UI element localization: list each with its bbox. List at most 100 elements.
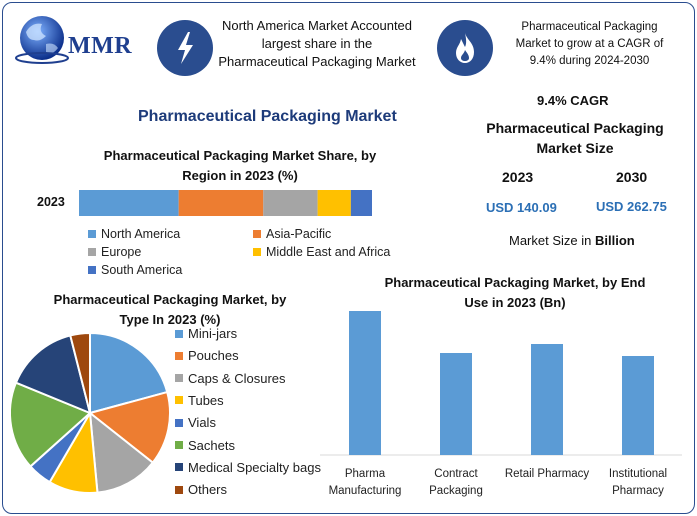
pie-slice bbox=[14, 334, 92, 415]
flame-icon bbox=[456, 33, 474, 63]
legend-swatch bbox=[175, 463, 183, 472]
legend-swatch bbox=[88, 230, 96, 238]
legend-swatch bbox=[88, 248, 96, 256]
legend-swatch bbox=[175, 329, 183, 338]
market-size-year-2023: 2023 bbox=[502, 169, 534, 185]
legend-label: Mini-jars bbox=[188, 326, 238, 341]
market-size-unit-prefix: Market Size in bbox=[509, 233, 595, 248]
region-legend-item: South America bbox=[88, 263, 182, 277]
region-chart-title-line: Region in 2023 (%) bbox=[182, 168, 298, 183]
x-tick-label: Contract bbox=[434, 468, 478, 480]
type-chart-title: Pharmaceutical Packaging Market, by Type… bbox=[10, 290, 330, 330]
brand-logo-text: MMR bbox=[68, 33, 133, 59]
market-size-year-2030: 2030 bbox=[616, 169, 648, 185]
legend-swatch bbox=[175, 418, 183, 427]
pie-slice bbox=[9, 381, 92, 468]
pie-slice bbox=[89, 331, 169, 415]
region-legend-item: Middle East and Africa bbox=[253, 245, 390, 259]
region-chart-category-label: 2023 bbox=[37, 195, 65, 209]
region-legend-item: Asia-Pacific bbox=[253, 227, 331, 241]
legend-label: Medical Specialty bags bbox=[188, 459, 321, 475]
x-tick-label: Pharma bbox=[345, 468, 386, 480]
legend-label: Vials bbox=[188, 415, 216, 431]
type-legend-item: Pouches bbox=[175, 348, 239, 363]
header-box-1-line: Pharmaceutical Packaging Market bbox=[218, 54, 416, 69]
enduse-bar bbox=[622, 356, 654, 455]
type-pie-chart bbox=[9, 331, 171, 494]
header-icon-circle bbox=[437, 20, 493, 76]
region-legend-item: Europe bbox=[88, 245, 141, 259]
page-title: Pharmaceutical Packaging Market bbox=[138, 108, 397, 125]
type-chart-title-line: Type In 2023 (%) bbox=[119, 312, 221, 327]
header-box-2: Pharmaceutical Packaging Market to grow … bbox=[497, 19, 682, 70]
type-legend-item: Others bbox=[175, 482, 227, 497]
enduse-bar bbox=[349, 311, 381, 455]
region-stacked-bar bbox=[79, 190, 372, 216]
type-legend-item: Mini-jars bbox=[175, 326, 237, 341]
region-bar-segment bbox=[178, 190, 264, 216]
header-box-1-line: North America Market Accounted bbox=[221, 18, 413, 33]
type-legend-item: Vials bbox=[175, 415, 216, 430]
legend-swatch bbox=[175, 441, 183, 449]
region-bar-segment bbox=[79, 190, 179, 216]
type-legend-item: Caps & Closures bbox=[175, 371, 286, 386]
market-size-title-line: Pharmaceutical Packaging bbox=[486, 120, 664, 136]
type-legend-item: Tubes bbox=[175, 393, 224, 408]
x-tick-label: Institutional bbox=[609, 468, 667, 480]
header-box-2-line: 9.4% during 2024-2030 bbox=[529, 55, 650, 67]
legend-label: Sachets bbox=[188, 437, 235, 453]
pie-slice bbox=[88, 410, 155, 494]
lightning-icon bbox=[178, 32, 193, 64]
globe-logo-icon bbox=[15, 16, 69, 64]
legend-swatch bbox=[253, 230, 261, 238]
legend-swatch bbox=[253, 248, 261, 256]
legend-label: North America bbox=[101, 227, 181, 241]
market-size-unit-bold: Billion bbox=[594, 233, 635, 248]
market-size-value-2030: USD 262.75 bbox=[596, 199, 667, 214]
enduse-chart-title-line: Pharmaceutical Packaging Market, by End bbox=[384, 275, 646, 290]
market-size-unit: Market Size in Billion bbox=[509, 233, 635, 248]
header-box-1-line: largest share in the bbox=[261, 36, 373, 51]
type-legend-item: Sachets bbox=[175, 438, 235, 453]
enduse-bar bbox=[440, 353, 472, 455]
region-chart-title: Pharmaceutical Packaging Market Share, b… bbox=[60, 146, 420, 186]
pie-slice bbox=[87, 390, 171, 465]
pie-slice bbox=[69, 331, 91, 414]
legend-label: Asia-Pacific bbox=[266, 227, 332, 241]
legend-swatch bbox=[175, 485, 183, 494]
legend-label: Pouches bbox=[188, 348, 239, 364]
legend-swatch bbox=[175, 374, 183, 383]
legend-label: Tubes bbox=[188, 392, 224, 408]
market-size-value-2023: USD 140.09 bbox=[486, 200, 557, 215]
x-tick-label: Retail Pharmacy bbox=[505, 468, 590, 480]
region-bar-segment bbox=[263, 190, 318, 216]
enduse-chart-title: Pharmaceutical Packaging Market, by End … bbox=[345, 273, 685, 313]
region-bar-segment bbox=[350, 190, 372, 216]
region-chart-title-line: Pharmaceutical Packaging Market Share, b… bbox=[103, 148, 377, 163]
type-legend-item: Medical Specialty bags bbox=[175, 460, 321, 475]
legend-swatch bbox=[175, 396, 183, 405]
type-chart-title-line: Pharmaceutical Packaging Market, by bbox=[53, 292, 287, 307]
enduse-bar bbox=[531, 344, 563, 455]
enduse-chart-title-line: Use in 2023 (Bn) bbox=[464, 295, 566, 310]
market-size-title-line: Market Size bbox=[536, 140, 614, 156]
x-tick-label: Pharmacy bbox=[612, 485, 664, 497]
region-legend-item: North America bbox=[88, 227, 180, 241]
legend-label: Europe bbox=[101, 245, 142, 259]
legend-swatch bbox=[88, 266, 96, 274]
x-tick-label: Packaging bbox=[429, 485, 483, 497]
legend-swatch bbox=[175, 351, 183, 360]
x-tick-label: Manufacturing bbox=[329, 485, 402, 497]
header-box-2-line: Market to grow at a CAGR of bbox=[515, 38, 664, 50]
header-box-1: North America Market Accounted largest s… bbox=[212, 17, 422, 71]
market-size-title: Pharmaceutical Packaging Market Size bbox=[470, 118, 680, 158]
legend-label: Caps & Closures bbox=[188, 370, 286, 386]
header-box-2-line: Pharmaceutical Packaging bbox=[521, 21, 658, 33]
header-icon-circle bbox=[157, 20, 213, 76]
region-bar-segment bbox=[317, 190, 351, 216]
enduse-bar-chart: Pharma Manufacturing Contract Packaging Reta… bbox=[320, 311, 682, 497]
cagr-label: 9.4% CAGR bbox=[537, 93, 609, 108]
legend-label: Others bbox=[188, 482, 228, 498]
legend-label: Middle East and Africa bbox=[266, 245, 391, 259]
